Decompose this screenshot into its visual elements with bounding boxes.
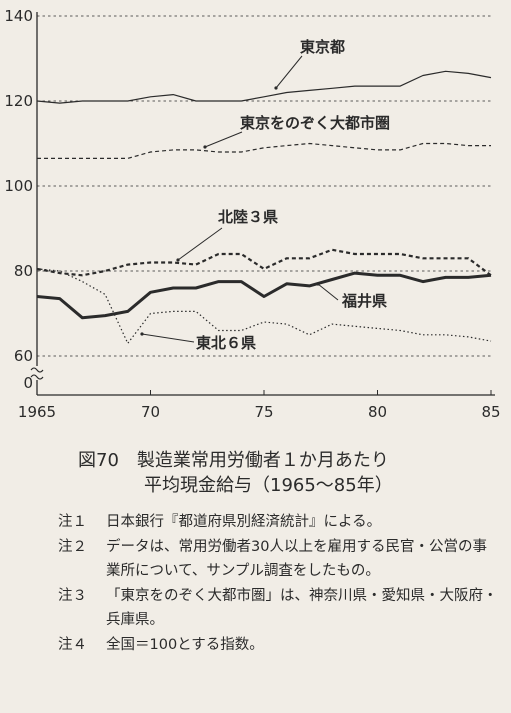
series-line-4 [36,268,492,344]
note-text: データは、常用労働者30人以上を雇用する民官・公営の事業所について、サンプル調査… [106,539,487,579]
note-label: 注２ [58,539,87,555]
series-line-0 [36,70,492,104]
note-text: 日本銀行『都道府県別経済統計』による。 [106,514,382,530]
x-tick-label: 75 [254,403,273,421]
y-tick-label: 100 [4,177,33,195]
note-label: 注１ [58,514,87,530]
series-line-1 [37,142,491,159]
note-text: 「東京をのぞく大都市圏」は、神奈川県・愛知県・大阪府・兵庫県。 [106,588,498,628]
note-1: 注１ 日本銀行『都道府県別経済統計』による。 [58,510,498,534]
annotation-dot [140,332,144,336]
series-label-0: 東京都 [300,38,345,56]
note-2: 注２ データは、常用労働者30人以上を雇用する民官・公営の事業所について、サンプ… [58,535,498,583]
annotation-leader [317,283,339,301]
note-label: 注４ [58,637,87,653]
y-tick-label: 80 [14,262,33,280]
x-tick-label: 80 [368,403,387,421]
annotation-leader [275,55,303,89]
figure-caption: 図70 製造業常用労働者１か月あたり 平均現金給与（1965〜85年） [78,448,498,498]
annotation-dot [316,282,320,286]
annotation-dot [203,145,207,149]
series-label-3: 福井県 [341,292,387,310]
annotation-leader [204,131,243,148]
caption-line-2: 平均現金給与（1965〜85年） [144,475,393,496]
axis-break-mark [30,367,44,380]
y-tick-label: 120 [4,92,33,110]
note-4: 注４ 全国＝100とする指数。 [58,633,498,657]
annotation-leader [177,227,223,261]
chart: 140 120 100 80 60 0 1965 70 75 80 85 東京都東京をのぞく大都市圏北… [4,7,500,421]
series-line-2 [36,248,492,277]
annotation-dot [274,86,278,90]
series-label-1: 東京をのぞく大都市圏 [240,114,390,132]
annotation-leader [141,333,195,343]
series-line-3 [36,271,492,320]
y-tick-label: 0 [23,374,33,392]
y-tick-label: 60 [14,347,33,365]
note-text: 全国＝100とする指数。 [106,637,264,653]
note-3: 注３ 「東京をのぞく大都市圏」は、神奈川県・愛知県・大阪府・兵庫県。 [58,584,498,632]
x-tick-label: 85 [481,403,500,421]
note-label: 注３ [58,588,87,604]
caption-line-1: 図70 製造業常用労働者１か月あたり [78,450,389,471]
annotation-dot [176,258,180,262]
x-tick-label: 70 [141,403,160,421]
x-tick-label: 1965 [18,403,56,421]
notes: 注１ 日本銀行『都道府県別経済統計』による。 注２ データは、常用労働者30人以… [58,510,498,657]
series-label-2: 北陸３県 [218,208,278,226]
series-label-4: 東北６県 [196,334,256,352]
y-tick-label: 140 [4,7,33,25]
